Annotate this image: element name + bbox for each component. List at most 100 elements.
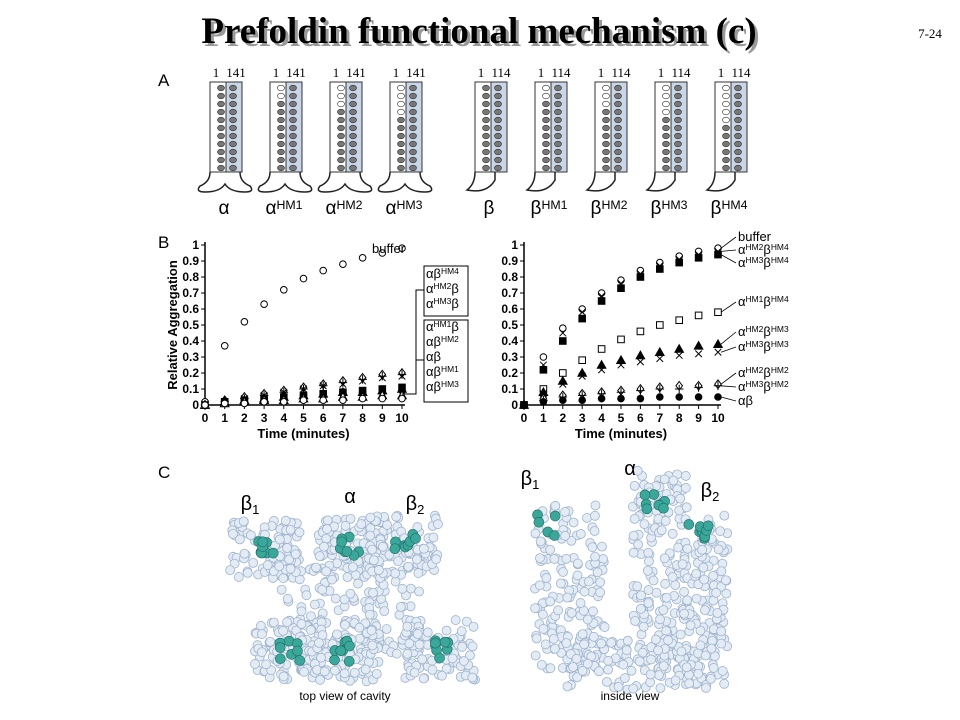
atom <box>681 502 692 513</box>
residue <box>614 164 622 172</box>
label: αHM3βHM3 <box>738 339 789 354</box>
residue <box>289 140 297 148</box>
data-point <box>398 244 406 252</box>
atom <box>719 678 730 689</box>
residue <box>722 148 730 156</box>
residue <box>277 84 285 92</box>
data-point <box>577 367 588 377</box>
residue <box>674 164 682 172</box>
residue <box>602 132 610 140</box>
atom <box>245 530 256 541</box>
atom <box>535 553 545 563</box>
legend-leader <box>720 249 737 252</box>
data-point <box>557 375 568 385</box>
label: αHM3βHM4 <box>738 255 789 270</box>
atom <box>414 586 424 597</box>
x-tick-label: 6 <box>320 411 327 425</box>
data-point <box>398 394 406 403</box>
residue <box>397 148 405 156</box>
x-tick-label: 4 <box>280 411 287 425</box>
label-text: α <box>265 198 276 219</box>
residue-end: 114 <box>671 65 691 80</box>
label-script: HM1 <box>541 198 567 212</box>
atom <box>561 638 572 649</box>
label-text: β <box>763 379 770 394</box>
atom <box>322 515 333 526</box>
residue <box>662 84 670 92</box>
label-text: β <box>701 480 713 502</box>
atom <box>228 529 238 539</box>
atom <box>594 666 604 677</box>
residue <box>229 108 237 116</box>
label-text: buffer <box>372 241 406 256</box>
atom <box>321 533 332 544</box>
atom <box>242 567 253 578</box>
x-tick-label: 2 <box>241 411 248 425</box>
atom <box>682 543 693 554</box>
residue <box>614 92 622 100</box>
data-point <box>636 273 645 281</box>
atom <box>621 645 632 656</box>
residue <box>614 124 622 132</box>
atom <box>572 570 583 581</box>
atom <box>340 619 350 630</box>
residue <box>494 92 502 100</box>
label-script: HM2 <box>601 198 627 212</box>
atom <box>680 471 691 481</box>
label-script: HM2 <box>746 242 764 252</box>
data-point <box>714 244 722 252</box>
label: βHM2 <box>591 198 628 219</box>
residue <box>217 148 225 156</box>
x-tick-label: 10 <box>711 411 725 425</box>
residue <box>494 156 502 164</box>
atom-highlight <box>658 502 669 514</box>
atom <box>545 544 556 555</box>
residue <box>349 156 357 164</box>
atom <box>468 621 479 632</box>
data-point <box>636 327 645 336</box>
data-point <box>240 399 249 408</box>
residue <box>554 124 562 132</box>
label-script: 1 <box>252 502 259 517</box>
atom <box>644 556 654 567</box>
atom <box>646 654 656 665</box>
atom <box>274 561 285 572</box>
atom <box>319 666 330 677</box>
atom <box>632 465 643 476</box>
residue <box>554 108 562 116</box>
label-script: HM4 <box>771 255 789 265</box>
label: β1 <box>521 468 540 492</box>
label: αHM2βHM2 <box>738 365 789 380</box>
atom <box>635 603 646 614</box>
label-script: HM4 <box>721 198 747 212</box>
atom <box>629 513 640 524</box>
residue-end: 114 <box>551 65 571 80</box>
residue <box>349 116 357 124</box>
residue <box>289 116 297 124</box>
residue <box>217 84 225 92</box>
atom <box>413 568 424 578</box>
atom <box>668 475 679 486</box>
atom <box>667 572 678 582</box>
label: αβHM2 <box>426 334 459 349</box>
label: βHM1 <box>531 198 568 219</box>
y-tick-label: 1 <box>192 238 199 252</box>
atom <box>315 674 325 685</box>
data-point <box>636 386 645 395</box>
atom <box>679 587 689 597</box>
residue-end: 114 <box>731 65 751 80</box>
data-point <box>220 399 229 408</box>
residue <box>554 148 562 156</box>
x-tick-label: 1 <box>221 411 228 425</box>
residue <box>662 100 670 108</box>
atom <box>708 663 719 673</box>
residue <box>722 156 730 164</box>
data-point <box>694 350 703 358</box>
atom <box>705 673 716 684</box>
label-text: α <box>426 296 434 311</box>
subunit-diagram <box>317 81 373 193</box>
atom <box>562 681 573 692</box>
residue <box>722 116 730 124</box>
atom <box>596 638 607 649</box>
residue <box>349 148 357 156</box>
